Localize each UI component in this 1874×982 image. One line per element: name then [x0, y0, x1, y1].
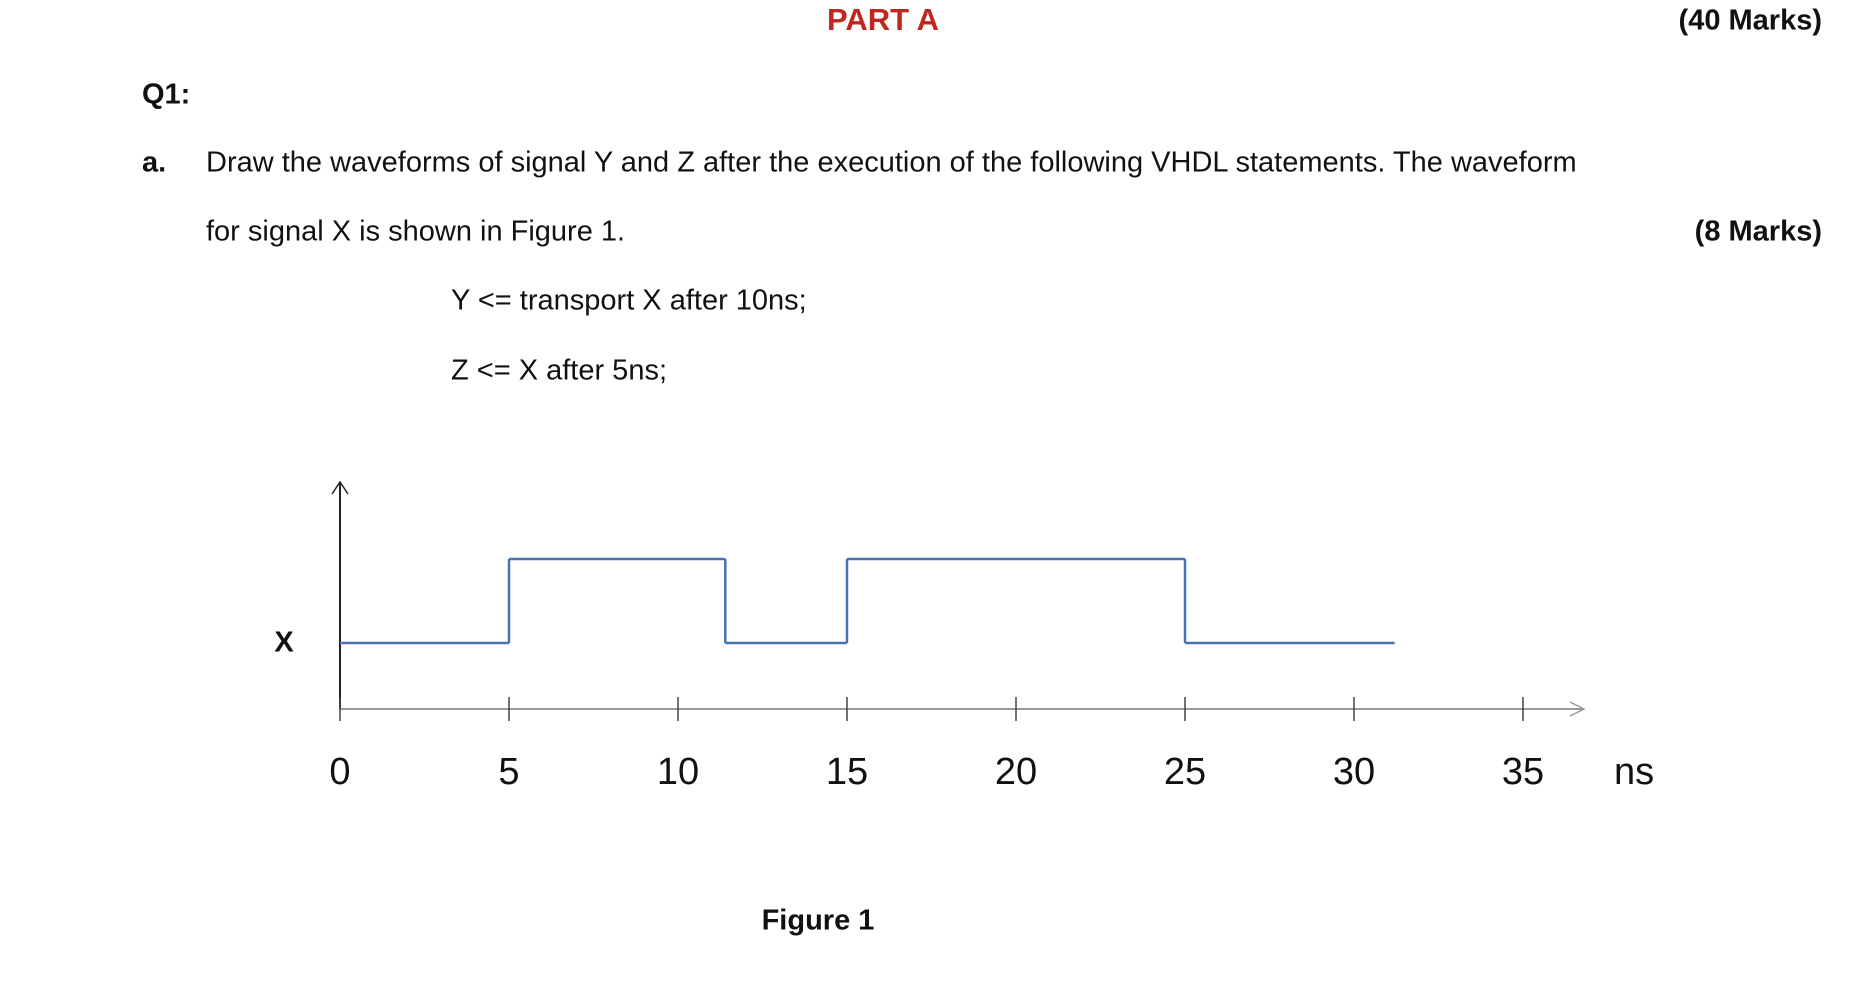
item-text: Draw the waveforms of signal Y and Z aft… — [206, 147, 1577, 179]
code-line: Z <= X after 5ns; — [451, 355, 667, 387]
part-marks: (40 Marks) — [1679, 5, 1822, 37]
question-number: Q1: — [142, 79, 190, 111]
x-tick-label: 15 — [826, 751, 868, 793]
axis-arrow — [1569, 701, 1586, 717]
part-title: PART A — [827, 2, 939, 37]
item-marks: (8 Marks) — [1695, 216, 1822, 248]
signal-label: X — [274, 627, 294, 659]
x-tick-label: 30 — [1333, 751, 1375, 793]
unit-label: ns — [1614, 751, 1654, 793]
x-tick-label: 5 — [498, 751, 519, 793]
item-text: for signal X is shown in Figure 1. — [206, 216, 625, 248]
x-tick-label: 25 — [1164, 751, 1206, 793]
x-tick-label: 20 — [995, 751, 1037, 793]
item-label: a. — [142, 147, 166, 179]
x-tick-label: 0 — [329, 751, 350, 793]
code-line: Y <= transport X after 10ns; — [451, 285, 807, 317]
axis-arrow — [331, 480, 349, 495]
x-tick-label: 35 — [1502, 751, 1544, 793]
figure-caption: Figure 1 — [762, 905, 875, 937]
x-tick-label: 10 — [657, 751, 699, 793]
